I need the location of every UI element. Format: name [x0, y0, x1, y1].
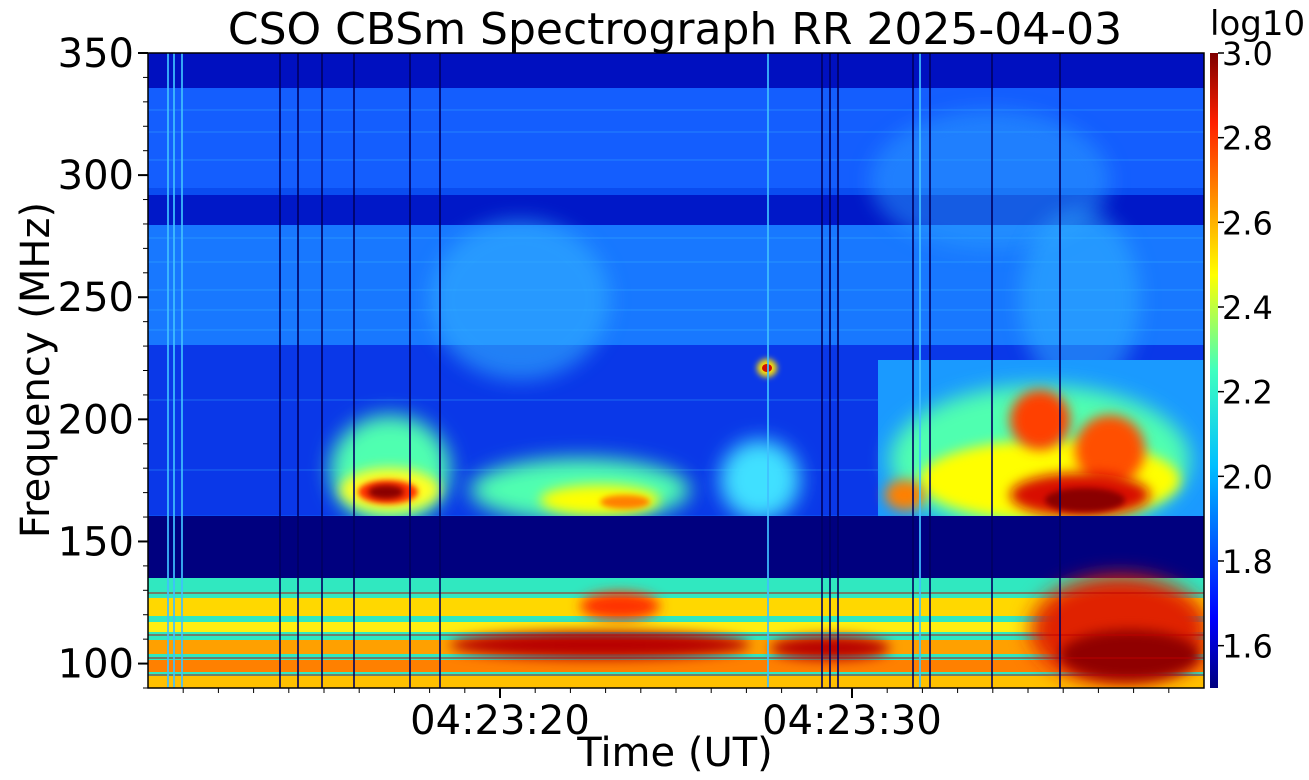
- x-axis-label: Time (UT): [577, 730, 773, 776]
- x-axis-ticks: 04:23:20 04:23:30: [182, 688, 1170, 744]
- heatmap-image: [148, 53, 1204, 688]
- colorbar-ticks: 3.0 2.8 2.6 2.4 2.2 2.0 1.8 1.6: [1218, 35, 1273, 666]
- colorbar: [1210, 53, 1218, 688]
- y-axis-ticks: 350 300 250 200 150 100: [58, 31, 148, 689]
- y-tick-label: 350: [58, 31, 134, 77]
- y-tick-label: 100: [58, 642, 134, 688]
- colorbar-tick-label: 3.0: [1222, 35, 1273, 73]
- colorbar-tick-label: 2.0: [1222, 458, 1273, 496]
- colorbar-tick-label: 2.4: [1222, 289, 1273, 327]
- colorbar-tick-label: 2.2: [1222, 374, 1273, 412]
- colorbar-tick-label: 2.6: [1222, 204, 1273, 242]
- colorbar-tick-label: 1.6: [1222, 628, 1273, 666]
- x-tick-label: 04:23:20: [410, 698, 590, 744]
- y-tick-label: 150: [58, 519, 134, 565]
- y-tick-label: 200: [58, 397, 134, 443]
- colorbar-label: log10: [1210, 4, 1306, 44]
- y-tick-label: 250: [58, 275, 134, 321]
- chart-title: CSO CBSm Spectrograph RR 2025-04-03: [227, 4, 1123, 55]
- y-tick-label: 300: [58, 153, 134, 199]
- x-tick-label: 04:23:30: [762, 698, 942, 744]
- colorbar-tick-label: 2.8: [1222, 120, 1273, 158]
- colorbar-tick-label: 1.8: [1222, 543, 1273, 581]
